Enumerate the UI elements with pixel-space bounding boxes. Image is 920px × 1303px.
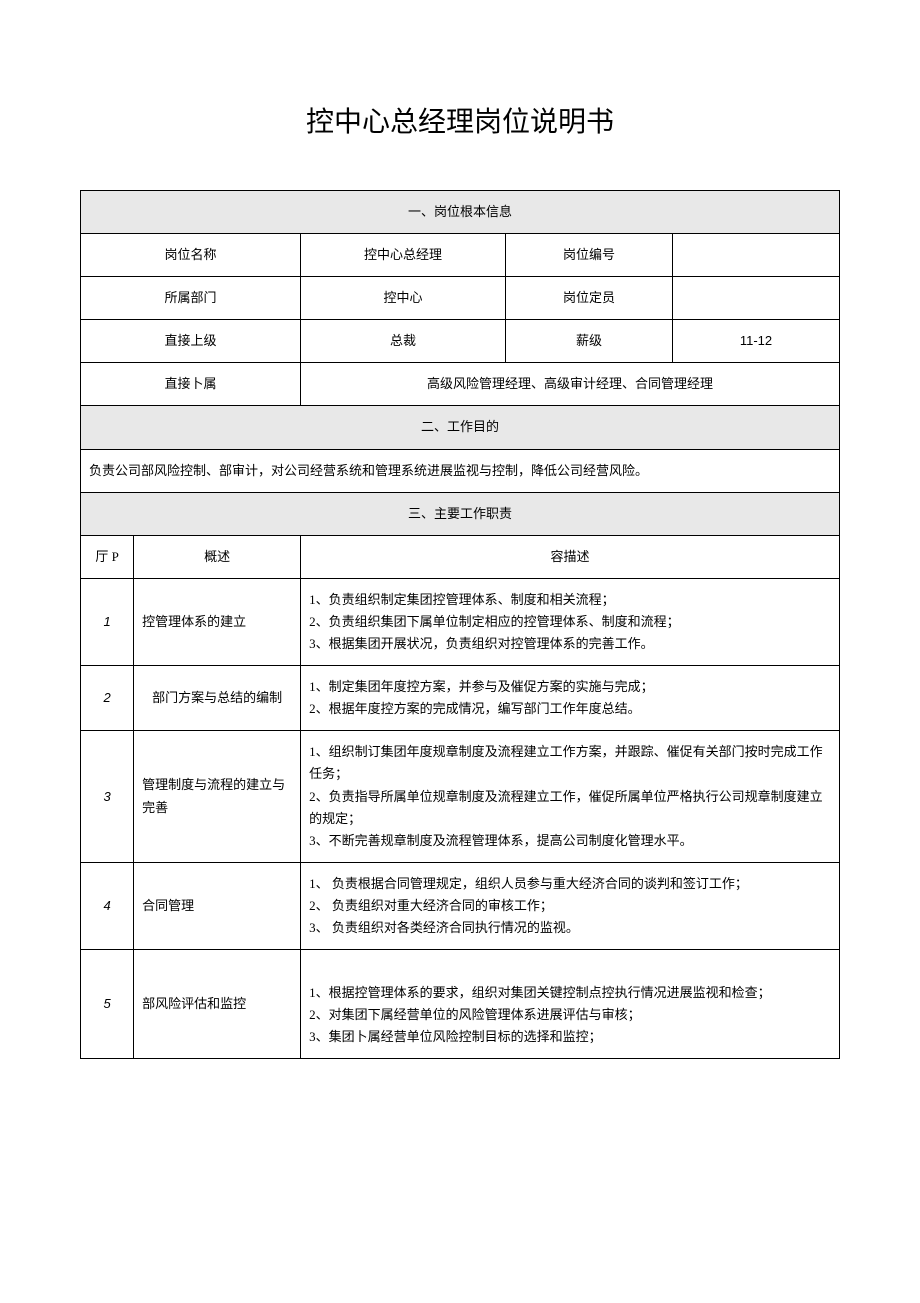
duty-seq: 5 — [81, 950, 134, 1059]
info-row: 直接上级 总裁 薪级 11-12 — [81, 320, 840, 363]
label-department: 所属部门 — [81, 277, 301, 320]
duty-row: 4 合同管理 1、 负责根据合同管理规定，组织人员参与重大经济合同的谈判和签订工… — [81, 862, 840, 949]
page-title: 控中心总经理岗位说明书 — [80, 100, 840, 140]
value-subordinates: 高级风险管理经理、高级审计经理、合同管理经理 — [301, 363, 840, 406]
duty-desc: 1、 负责根据合同管理规定，组织人员参与重大经济合同的谈判和签订工作；2、 负责… — [301, 862, 840, 949]
col-summary: 概述 — [134, 535, 301, 578]
info-row: 直接卜属 高级风险管理经理、高级审计经理、合同管理经理 — [81, 363, 840, 406]
value-headcount — [672, 277, 839, 320]
info-row: 岗位名称 控中心总经理 岗位编号 — [81, 234, 840, 277]
section1-header: 一、岗位根本信息 — [81, 191, 840, 234]
section3-header: 三、主要工作职责 — [81, 492, 840, 535]
duty-desc: 1、制定集团年度控方案，并参与及催促方案的实施与完成；2、根据年度控方案的完成情… — [301, 666, 840, 731]
duty-summary: 控管理体系的建立 — [134, 578, 301, 665]
duty-seq: 1 — [81, 578, 134, 665]
duty-seq: 4 — [81, 862, 134, 949]
label-salary-grade: 薪级 — [506, 320, 673, 363]
work-purpose: 负责公司部风险控制、部审计，对公司经营系统和管理系统进展监视与控制，降低公司经营… — [81, 449, 840, 492]
col-desc: 容描述 — [301, 535, 840, 578]
duties-header-row: 厅 P 概述 容描述 — [81, 535, 840, 578]
duty-seq: 3 — [81, 731, 134, 862]
duty-seq: 2 — [81, 666, 134, 731]
duty-desc: 1、组织制订集团年度规章制度及流程建立工作方案，并跟踪、催促有关部门按时完成工作… — [301, 731, 840, 862]
label-subordinates: 直接卜属 — [81, 363, 301, 406]
job-description-table: 一、岗位根本信息 岗位名称 控中心总经理 岗位编号 所属部门 控中心 岗位定员 … — [80, 190, 840, 1059]
label-position-name: 岗位名称 — [81, 234, 301, 277]
value-position-code — [672, 234, 839, 277]
duty-summary: 合同管理 — [134, 862, 301, 949]
duty-row: 2 部门方案与总结的编制 1、制定集团年度控方案，并参与及催促方案的实施与完成；… — [81, 666, 840, 731]
duty-desc: 1、负责组织制定集团控管理体系、制度和相关流程；2、负责组织集团下属单位制定相应… — [301, 578, 840, 665]
info-row: 所属部门 控中心 岗位定员 — [81, 277, 840, 320]
duty-summary: 部门方案与总结的编制 — [134, 666, 301, 731]
duty-desc: 1、根据控管理体系的要求，组织对集团关键控制点控执行情况进展监视和检查；2、对集… — [301, 950, 840, 1059]
duty-row: 1 控管理体系的建立 1、负责组织制定集团控管理体系、制度和相关流程；2、负责组… — [81, 578, 840, 665]
label-headcount: 岗位定员 — [506, 277, 673, 320]
duty-row: 5 部风险评估和监控 1、根据控管理体系的要求，组织对集团关键控制点控执行情况进… — [81, 950, 840, 1059]
duty-row: 3 管理制度与流程的建立与完善 1、组织制订集团年度规章制度及流程建立工作方案，… — [81, 731, 840, 862]
label-position-code: 岗位编号 — [506, 234, 673, 277]
duty-summary: 管理制度与流程的建立与完善 — [134, 731, 301, 862]
col-seq: 厅 P — [81, 535, 134, 578]
value-supervisor: 总裁 — [301, 320, 506, 363]
value-salary-grade: 11-12 — [672, 320, 839, 363]
section2-header: 二、工作目的 — [81, 406, 840, 449]
duty-summary: 部风险评估和监控 — [134, 950, 301, 1059]
label-supervisor: 直接上级 — [81, 320, 301, 363]
value-position-name: 控中心总经理 — [301, 234, 506, 277]
value-department: 控中心 — [301, 277, 506, 320]
